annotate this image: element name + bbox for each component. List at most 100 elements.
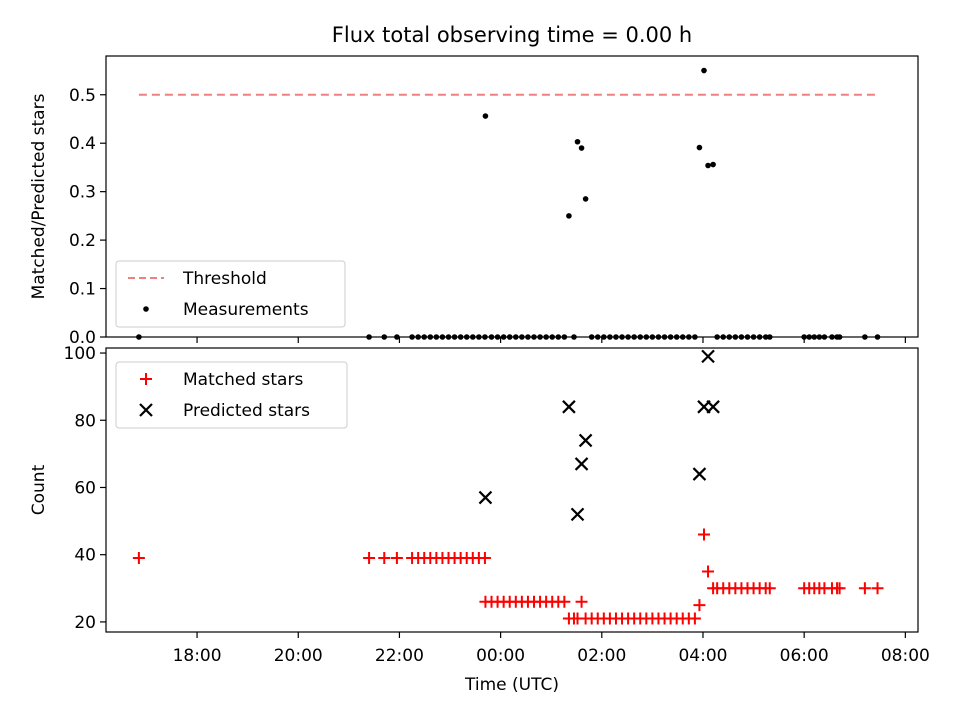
data-point [720, 334, 727, 340]
y-tick-label: 0.1 [69, 280, 96, 300]
data-point [390, 552, 403, 565]
data-point [625, 334, 631, 340]
bottom-panel: 20 40 60 80 100 18:00 20:00 22:00 00:00 02:00 04:0… [29, 344, 930, 695]
legend-box [115, 361, 348, 429]
data-point [706, 400, 720, 414]
data-point [766, 334, 773, 340]
data-point [519, 334, 525, 340]
data-point [829, 334, 835, 340]
data-point [801, 334, 807, 340]
data-point [862, 334, 868, 340]
data-point [482, 334, 488, 340]
data-point [378, 552, 391, 565]
data-point [833, 582, 846, 595]
data-point [732, 334, 739, 340]
x-tick-label: 22:00 [375, 646, 424, 666]
x-tick-label: 08:00 [881, 646, 930, 666]
data-point [488, 334, 495, 340]
data-point [566, 213, 572, 219]
data-point [763, 582, 776, 595]
data-point [631, 334, 637, 340]
data-point [476, 334, 482, 340]
figure-title: Flux total observing time = 0.00 h [332, 23, 692, 47]
data-point [874, 334, 881, 340]
data-point [673, 334, 680, 340]
data-point [463, 334, 470, 340]
data-point [762, 334, 769, 340]
data-point [543, 334, 549, 340]
data-point [531, 334, 537, 340]
data-point [692, 334, 698, 340]
data-point [574, 138, 581, 145]
data-point [578, 433, 593, 448]
data-point [555, 334, 562, 340]
data-point [574, 457, 589, 471]
data-point [571, 334, 577, 340]
y-tick-label: 60 [74, 478, 96, 498]
data-point [363, 552, 376, 565]
data-point [409, 334, 415, 340]
x-tick-label: 18:00 [173, 646, 222, 666]
data-point [594, 334, 601, 340]
data-point [478, 552, 491, 565]
data-point [696, 144, 703, 151]
top-panel: 0.0 0.1 0.2 0.3 0.4 0.5 Matched/Predicted star… [29, 55, 919, 348]
data-point [692, 467, 707, 481]
legend-marker [139, 403, 153, 417]
data-point [582, 196, 589, 202]
y-tick-label: 0.0 [69, 328, 96, 348]
x-axis-label: Time (UTC) [464, 675, 559, 695]
x-tick-label: 02:00 [577, 646, 626, 666]
data-point [871, 582, 884, 595]
data-point [619, 334, 625, 340]
legend-label: Measurements [183, 300, 309, 320]
y-tick-label: 80 [74, 411, 96, 431]
data-point [607, 334, 613, 340]
data-point [643, 334, 650, 340]
data-point [806, 334, 813, 340]
x-tick-label: 06:00 [780, 646, 829, 666]
data-point [561, 334, 568, 340]
data-point [575, 595, 588, 608]
data-point [661, 334, 668, 340]
data-point [457, 334, 464, 340]
data-point [537, 334, 543, 340]
y-tick-label: 0.3 [69, 183, 96, 203]
data-point [750, 334, 757, 340]
data-point [744, 334, 751, 340]
data-point [756, 334, 763, 340]
y-tick-label: 0.4 [69, 134, 96, 154]
data-point [525, 334, 531, 340]
y-axis-label: Count [29, 464, 49, 515]
legend-label: Predicted stars [183, 401, 310, 421]
legend-box [115, 260, 346, 328]
data-point [478, 490, 493, 505]
data-point [655, 334, 662, 340]
data-point [482, 113, 489, 119]
data-point [688, 612, 701, 625]
data-point [366, 334, 372, 340]
data-point [726, 334, 733, 340]
data-point [693, 599, 706, 612]
data-point [558, 595, 571, 608]
data-point [858, 582, 871, 595]
data-point [701, 67, 707, 74]
data-point [469, 334, 476, 340]
y-axis-label: Matched/Predicted stars [29, 93, 49, 299]
legend-label: Matched stars [183, 370, 303, 390]
data-point [433, 334, 440, 340]
y-tick-label: 100 [64, 344, 96, 364]
legend-label: Threshold [182, 269, 267, 289]
data-point [738, 334, 745, 340]
data-point [132, 552, 145, 565]
data-point [811, 334, 818, 340]
data-point [816, 334, 823, 340]
data-point [421, 334, 428, 340]
data-point [445, 334, 452, 340]
data-point [570, 507, 585, 522]
data-point [710, 161, 716, 168]
data-point [494, 334, 501, 340]
data-point [601, 334, 607, 340]
